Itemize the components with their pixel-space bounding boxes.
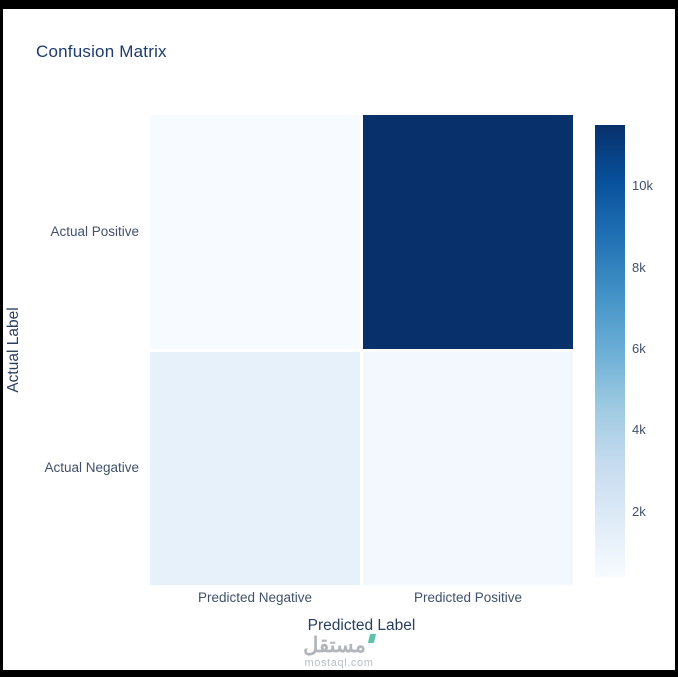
x-tick-predicted-negative: Predicted Negative (197, 590, 313, 605)
colorbar-tick-label: 6k (632, 340, 646, 356)
x-axis-title: Predicted Label (307, 617, 416, 634)
colorbar-tick-label: 4k (632, 422, 646, 438)
cell-actual-positive-predicted-positive (363, 115, 573, 349)
cell-actual-positive-predicted-negative (150, 115, 360, 349)
y-tick-actual-negative: Actual Negative (44, 460, 139, 475)
watermark-domain: mostaql.com (304, 657, 374, 670)
cell-actual-negative-predicted-positive (363, 351, 573, 585)
x-tick-predicted-positive: Predicted Positive (413, 590, 523, 605)
colorbar-tick-label: 8k (632, 259, 646, 275)
cell-actual-negative-predicted-negative (150, 351, 360, 585)
y-axis-title: Actual Label (5, 307, 22, 393)
watermark-arabic-wordmark: مستقل (3, 634, 675, 657)
watermark-accent-icon (367, 634, 377, 643)
chart-title: Confusion Matrix (36, 42, 167, 61)
colorbar-tick-label: 10k (632, 178, 653, 194)
colorbar-gradient (595, 125, 625, 577)
y-tick-actual-positive: Actual Positive (50, 224, 139, 239)
mostaql-watermark: مستقل mostaql.com (3, 634, 675, 669)
watermark-arabic-text: مستقل (303, 634, 366, 657)
colorbar: 2k 4k 6k 8k 10k (595, 125, 653, 577)
colorbar-tick-label: 2k (632, 503, 646, 519)
confusion-matrix-heatmap (150, 115, 573, 585)
